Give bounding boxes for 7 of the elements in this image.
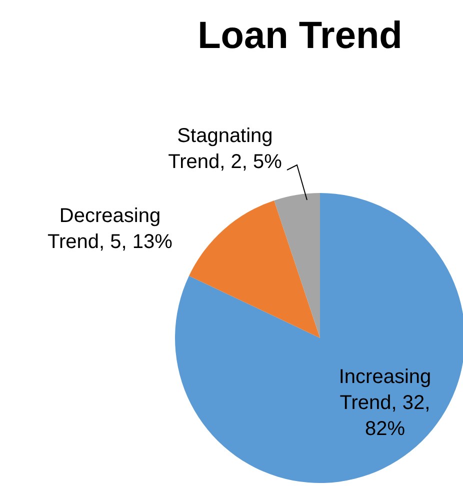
pie-slice [274, 193, 320, 338]
chart-title: Loan Trend [198, 15, 402, 57]
pie-slice [175, 193, 463, 483]
slice-label: Decreasing Trend, 5, 13% [48, 205, 173, 253]
slice-label: Stagnating Trend, 2, 5% [168, 125, 282, 173]
pie-slice [189, 200, 320, 338]
slice-label: Increasing Trend, 32, 82% [338, 366, 432, 440]
